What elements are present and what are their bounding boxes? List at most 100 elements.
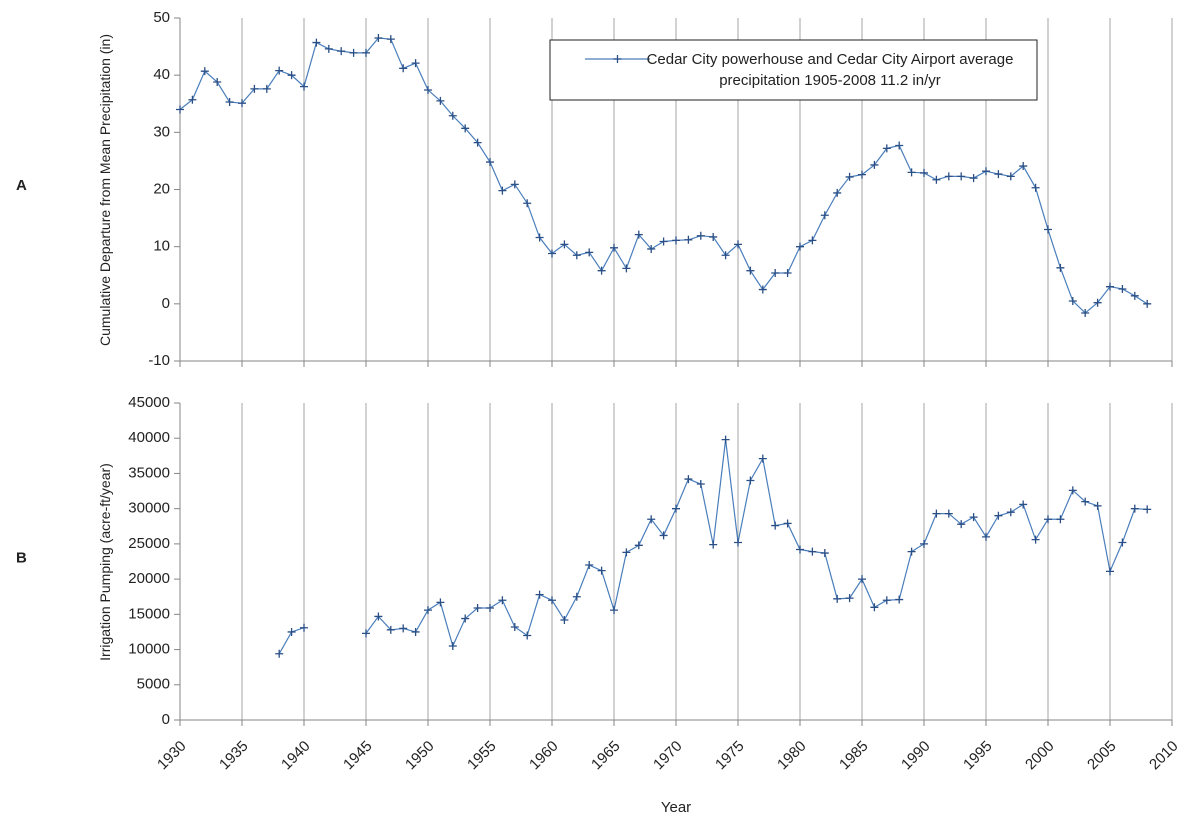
- marker: [982, 167, 990, 176]
- marker: [659, 237, 668, 246]
- marker: [411, 627, 420, 636]
- marker: [250, 84, 259, 93]
- marker: [362, 629, 370, 638]
- marker: [969, 174, 978, 183]
- x-tick-label: 1985: [836, 738, 872, 774]
- marker: [374, 34, 383, 43]
- marker: [870, 160, 879, 169]
- x-tick-label: 2005: [1084, 738, 1120, 774]
- marker: [858, 170, 866, 179]
- marker: [1081, 497, 1090, 506]
- y-tick-label: 40000: [128, 429, 170, 446]
- marker: [560, 615, 569, 624]
- y-tick-label: 0: [162, 295, 170, 312]
- x-tick-label: 1935: [216, 738, 252, 774]
- marker: [213, 78, 222, 87]
- marker: [1056, 263, 1065, 272]
- marker: [610, 606, 618, 615]
- y-tick-label: 45000: [128, 394, 170, 411]
- marker: [1093, 501, 1102, 510]
- x-tick-label: 1980: [774, 738, 810, 774]
- marker: [411, 59, 420, 68]
- x-tick-label: 1945: [340, 738, 376, 774]
- marker: [424, 606, 432, 615]
- marker: [758, 454, 767, 463]
- marker: [1006, 508, 1015, 517]
- marker: [907, 547, 916, 556]
- marker: [808, 547, 817, 556]
- series-line: [365, 439, 1148, 648]
- marker: [448, 642, 457, 651]
- marker: [1044, 515, 1052, 524]
- marker: [585, 561, 594, 570]
- legend-box: [549, 39, 1038, 101]
- marker: [461, 614, 470, 623]
- marker: [957, 520, 966, 529]
- marker: [771, 521, 780, 530]
- y-axis-label: Cumulative Departure from Mean Precipita…: [97, 33, 113, 346]
- y-tick-label: 30000: [128, 500, 170, 517]
- marker: [548, 249, 556, 258]
- y-tick-label: 15000: [128, 605, 170, 622]
- marker: [944, 509, 953, 518]
- marker: [1130, 291, 1139, 300]
- marker: [870, 603, 879, 612]
- marker: [1056, 515, 1065, 524]
- marker: [771, 268, 780, 277]
- x-tick-label: 1975: [712, 738, 748, 774]
- marker: [957, 172, 966, 181]
- marker: [486, 158, 494, 167]
- marker: [1130, 504, 1139, 513]
- marker: [647, 515, 656, 524]
- x-tick-label: 1970: [650, 738, 686, 774]
- marker: [1044, 225, 1052, 234]
- x-tick-label: 1950: [402, 738, 438, 774]
- marker: [746, 266, 755, 275]
- y-axis-label: Irrigation Pumping (acre-ft/year): [97, 462, 113, 661]
- x-tick-label: 2000: [1022, 738, 1058, 774]
- marker: [1106, 567, 1114, 576]
- marker: [672, 504, 680, 513]
- marker: [572, 592, 581, 601]
- marker: [721, 251, 730, 260]
- marker: [262, 84, 271, 93]
- marker: [300, 623, 308, 632]
- marker: [324, 44, 333, 53]
- marker: [895, 595, 904, 604]
- y-tick-label: 25000: [128, 535, 170, 552]
- marker: [709, 232, 718, 241]
- marker: [845, 172, 854, 181]
- marker: [436, 96, 445, 105]
- x-tick-label: 1955: [464, 738, 500, 774]
- marker: [845, 594, 854, 603]
- x-tick-label: 1930: [154, 738, 190, 774]
- marker: [758, 285, 767, 294]
- marker: [734, 240, 742, 249]
- marker: [610, 243, 618, 252]
- marker: [882, 144, 891, 153]
- marker: [820, 211, 829, 220]
- x-tick-label: 1940: [278, 738, 314, 774]
- marker: [833, 594, 842, 603]
- marker: [1106, 282, 1114, 291]
- marker: [1031, 183, 1040, 192]
- y-tick-label: 50: [153, 9, 170, 26]
- marker: [238, 99, 246, 108]
- panel-label: B: [16, 549, 27, 566]
- marker: [709, 540, 718, 549]
- marker: [424, 86, 432, 95]
- marker: [808, 236, 817, 245]
- marker: [1019, 500, 1028, 509]
- marker: [969, 513, 978, 522]
- marker: [882, 596, 891, 605]
- marker: [920, 539, 928, 548]
- legend-label: Cedar City powerhouse and Cedar City Air…: [646, 51, 1014, 89]
- y-tick-label: 20000: [128, 570, 170, 587]
- marker: [783, 268, 792, 277]
- x-tick-label: 1960: [526, 738, 562, 774]
- marker: [1019, 162, 1028, 171]
- marker: [1006, 172, 1015, 181]
- marker: [510, 623, 519, 632]
- marker: [399, 624, 408, 633]
